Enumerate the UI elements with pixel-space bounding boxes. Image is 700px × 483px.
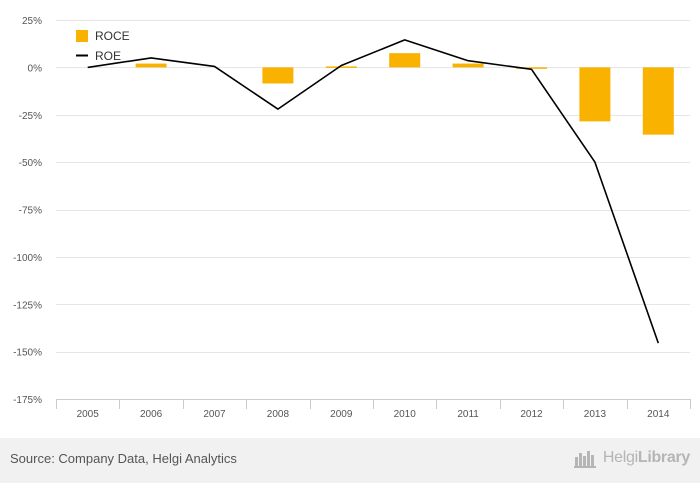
y-tick-label: -100% [13,253,42,264]
x-tick-label: 2005 [77,409,100,420]
y-tick-label: -175% [13,395,42,406]
roce-bars [135,53,674,135]
legend: ROCE ROE [76,29,130,63]
y-tick-label: -50% [19,158,42,169]
brand-name: HelgiLibrary [602,449,690,466]
y-tick-label: -75% [19,206,42,217]
legend-label-roe: ROE [95,49,121,63]
roe-line [87,39,660,344]
footer: Source: Company Data, Helgi Analytics He… [0,438,700,483]
x-tick-label: 2013 [584,409,607,420]
roce-bar [135,63,167,68]
roe-line-series [87,39,660,344]
x-tick-label: 2009 [330,409,353,420]
y-tick-label: -125% [13,300,42,311]
x-tick-label: 2007 [203,409,226,420]
roce-bar [516,67,547,69]
legend-swatch-roce [76,30,88,42]
helgi-library-logo[interactable]: HelgiLibrary [573,448,690,468]
roce-bar [452,63,484,68]
y-tick-label: -150% [13,348,42,359]
x-tick-label: 2006 [140,409,163,420]
roce-bar [389,53,421,68]
chart: 25% 0% -25% -50% -75% -100% -125% -150% -175% 20… [13,16,691,420]
x-tick-label: 2014 [647,409,670,420]
roce-bar [325,66,357,68]
x-axis: 2005 2006 2007 2008 2009 2010 2011 2012 2013 2014 [56,399,691,420]
x-tick-label: 2011 [457,409,479,420]
y-axis-tick-labels: 25% 0% -25% -50% -75% -100% -125% -150% -175% [13,16,42,406]
x-tick-label: 2012 [520,409,543,420]
source-note: Source: Company Data, Helgi Analytics [10,451,237,466]
roce-bar [579,67,611,122]
x-tick-label: 2010 [394,409,417,420]
legend-label-roce: ROCE [95,29,130,43]
library-icon [573,451,596,468]
gridlines [56,20,690,353]
roce-bar [642,67,674,135]
y-tick-label: -25% [19,111,42,122]
y-tick-label: 25% [22,16,42,27]
x-tick-label: 2008 [267,409,290,420]
roce-bar [262,67,294,84]
y-tick-label: 0% [28,63,43,74]
